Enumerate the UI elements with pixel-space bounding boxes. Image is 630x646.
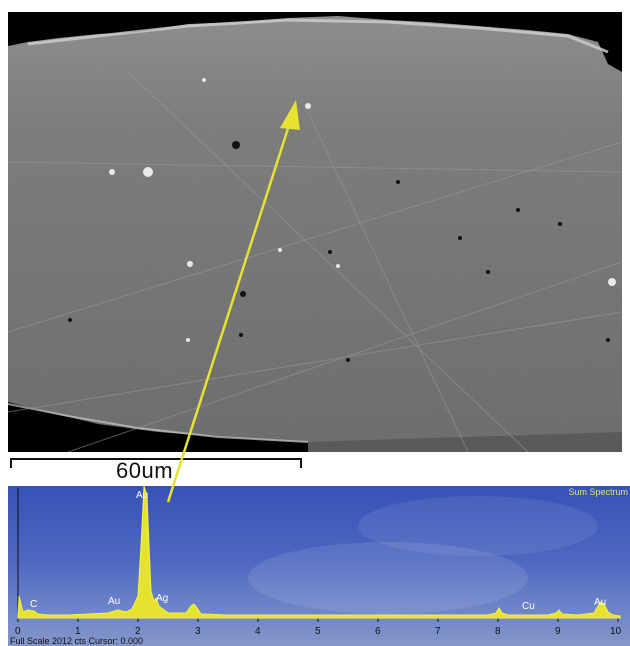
x-tick-label: 2 (135, 626, 141, 637)
scale-bar-label: 60um (116, 458, 174, 483)
background-void (8, 12, 622, 72)
peak-label-c: C (30, 599, 38, 610)
x-tick-label: 8 (495, 626, 501, 637)
x-tick-label: 1 (75, 626, 81, 637)
x-tick-label: 7 (435, 626, 441, 637)
x-tick-label: 10 (610, 626, 622, 637)
eds-spectrum-plot (17, 486, 621, 622)
x-tick-label: 3 (195, 626, 201, 637)
eds-spectrum-panel: Sum Spectrum C Au Au Ag Cu Au 0 1 2 3 4 … (8, 486, 630, 646)
peak-label-au: Au (108, 596, 121, 607)
peak-label-au-main: Au (136, 490, 149, 501)
peak-label-au-right: Au (594, 597, 607, 608)
sem-micrograph (8, 12, 622, 452)
peak-label-cu: Cu (522, 601, 535, 612)
x-tick-label: 0 (15, 626, 21, 637)
sem-image (8, 12, 622, 452)
scale-bar-area: 60um (8, 452, 622, 486)
scale-bar (10, 458, 302, 468)
spectrum-footer: Full Scale 2012 cts Cursor: 0.000 (10, 636, 144, 646)
x-tick-label: 5 (315, 626, 321, 637)
spectrum-trace (17, 486, 621, 619)
x-ticks (17, 618, 619, 622)
x-tick-label: 4 (255, 626, 261, 637)
x-tick-label: 9 (555, 626, 561, 637)
x-tick-label: 6 (375, 626, 381, 637)
peak-label-ag: Ag (156, 593, 169, 604)
spectrum-title: Sum Spectrum (568, 487, 628, 497)
